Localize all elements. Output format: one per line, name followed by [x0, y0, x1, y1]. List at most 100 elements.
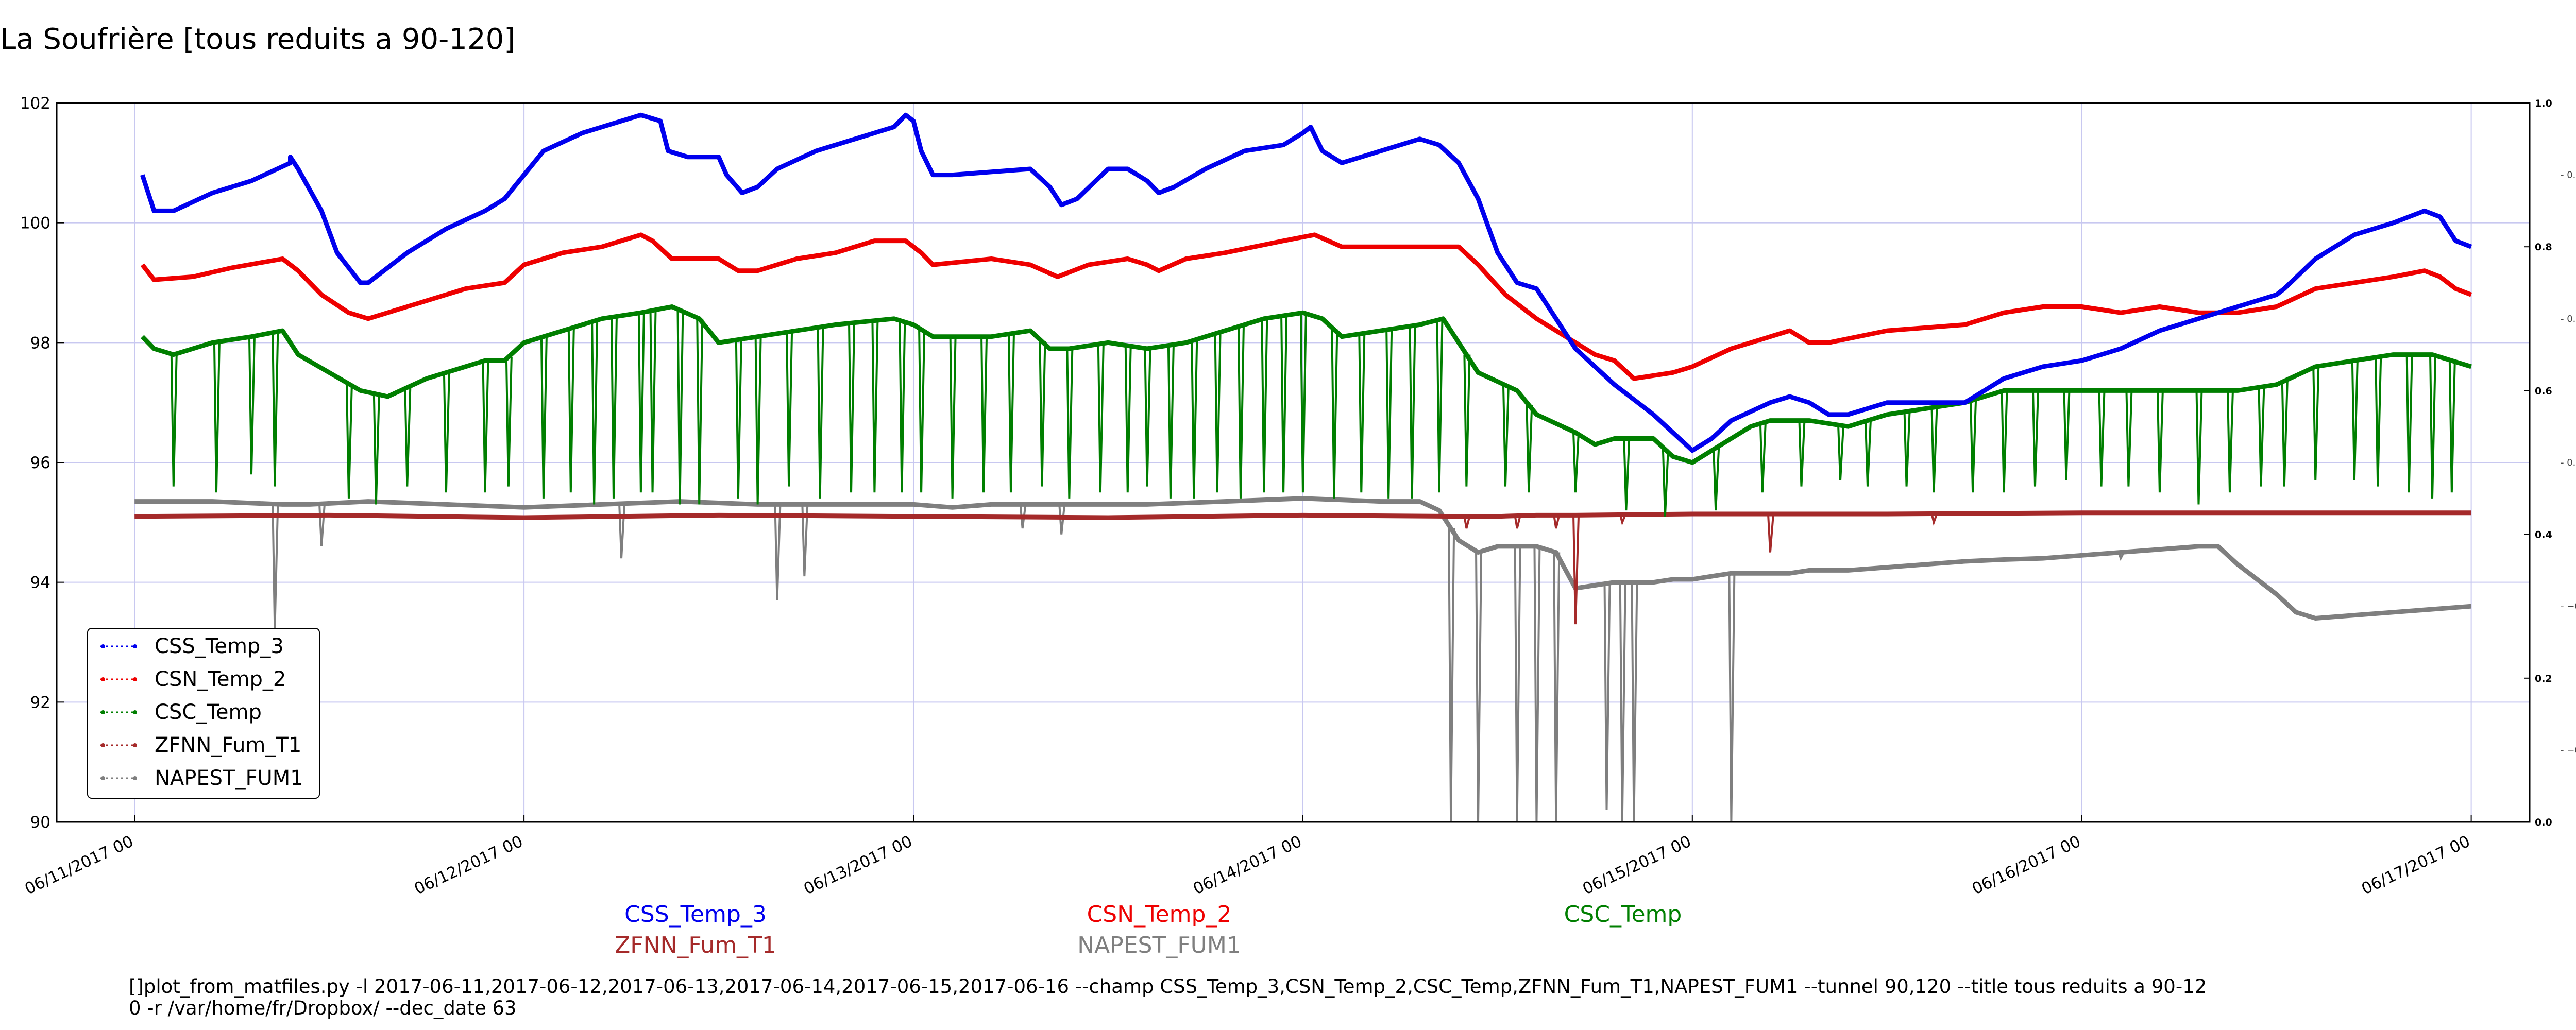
series-dip — [676, 310, 684, 505]
series-dip — [610, 317, 618, 499]
series-dip — [899, 321, 906, 493]
series-dip — [1553, 514, 1561, 529]
y-tick-label: 94 — [30, 574, 50, 592]
series-dip — [637, 313, 645, 493]
series-dip — [213, 342, 221, 493]
series-dip — [1619, 514, 1626, 526]
series-dip — [170, 354, 178, 487]
series-layer — [134, 112, 2472, 822]
series-dip — [2125, 390, 2133, 487]
series-dip — [1713, 448, 1720, 511]
series-dip — [404, 387, 412, 487]
series-dip — [1167, 345, 1175, 499]
series-label-CSC_Temp: CSC_Temp — [1564, 901, 1682, 928]
series-CSC_Temp — [141, 304, 2472, 517]
series-dip — [1502, 385, 1510, 487]
series-dip — [1331, 329, 1338, 499]
series-dip — [2032, 390, 2039, 487]
y2-tick-label: 0.2 — [2535, 673, 2552, 684]
series-dip — [1572, 432, 1580, 493]
series-dip — [1409, 325, 1416, 499]
legend-marker — [133, 710, 137, 714]
series-dip — [1837, 425, 1845, 481]
x-tick-label: 06/11/2017 00 — [22, 832, 137, 899]
series-label-ZFNN_Fum_T1: ZFNN_Fum_T1 — [615, 932, 776, 958]
series-dip — [1144, 348, 1151, 487]
y-tick-label: 96 — [30, 454, 50, 472]
series-dip — [1058, 504, 1066, 535]
legend: CSS_Temp_3 CSN_Temp_2 CSC_Temp ZFNN_Fum_T1 N… — [87, 628, 320, 799]
series-dip — [1619, 582, 1626, 822]
series-dip — [696, 318, 704, 505]
series-label-NAPEST_FUM1: NAPEST_FUM1 — [1077, 932, 1241, 958]
series-dip — [1798, 420, 1806, 487]
series-dip — [801, 504, 809, 577]
series-dip — [2098, 390, 2106, 487]
series-dip — [272, 332, 279, 487]
y-axis: 90 92 94 96 98 100 102 — [20, 94, 64, 832]
series-dip — [1631, 582, 1638, 822]
legend-label: CSC_Temp — [155, 700, 262, 724]
y2-tick-label: 0.8 — [2535, 242, 2552, 253]
series-dip — [1903, 411, 1911, 487]
series-line — [140, 232, 2472, 381]
series-dip — [1237, 325, 1245, 499]
series-dip — [1514, 546, 1521, 822]
x-tick-label: 06/17/2017 00 — [2359, 832, 2473, 899]
series-dip — [2156, 390, 2164, 493]
series-dip — [2258, 387, 2265, 487]
y2-inner-tick-label: - 0.00 — [2561, 457, 2576, 468]
x-axis: 06/11/2017 00 06/12/2017 00 06/13/2017 00 0… — [22, 815, 2473, 899]
series-dip — [1214, 333, 1222, 493]
series-dip — [2281, 381, 2289, 487]
series-dip — [649, 310, 657, 493]
series-dip — [774, 504, 782, 600]
series-dip — [1261, 318, 1268, 493]
series-line — [134, 510, 2471, 520]
legend-marker — [101, 677, 105, 681]
series-dip — [1385, 329, 1393, 499]
legend-marker — [133, 776, 137, 780]
series-dip — [1759, 423, 1767, 493]
series-dip — [1039, 341, 1046, 487]
series-dip — [2405, 354, 2413, 493]
series-dip — [1358, 333, 1366, 493]
chart-title: La Soufrière [tous reduits a 90-120] — [0, 23, 515, 56]
series-dip — [1097, 344, 1105, 493]
series-dip — [1514, 516, 1521, 529]
series-dip — [318, 504, 326, 547]
series-dip — [786, 332, 793, 487]
series-dip — [248, 336, 256, 475]
series-dip — [1019, 504, 1027, 529]
y-tick-label: 92 — [30, 693, 50, 712]
series-ZFNN_Fum_T1 — [134, 510, 2471, 625]
y2-inner-tick-label: - 0.02 — [2561, 314, 2576, 324]
series-CSS_Temp_3 — [140, 112, 2472, 453]
bottom-series-labels: CSS_Temp_3 CSN_Temp_2 CSC_Temp ZFNN_Fum_T1 N… — [615, 901, 1682, 958]
legend-marker — [133, 743, 137, 747]
x-tick-label: 06/15/2017 00 — [1580, 832, 1694, 899]
series-label-CSS_Temp_3: CSS_Temp_3 — [624, 901, 767, 928]
series-dip — [1463, 516, 1471, 529]
legend-marker — [133, 677, 137, 681]
series-dip — [848, 323, 856, 493]
secondary-y-axis: 0.0 0.2 0.4 0.6 0.8 1.0 - −0.04 - −0.02 - 0.00 - … — [2524, 98, 2576, 828]
series-dip — [2226, 390, 2234, 493]
x-tick-label: 06/12/2017 00 — [412, 832, 526, 899]
series-dip — [1728, 573, 1736, 822]
y2-tick-label: 0.4 — [2535, 529, 2552, 541]
series-dip — [1448, 528, 1455, 822]
series-dip — [2351, 360, 2359, 480]
series-dip — [272, 504, 279, 630]
series-dip — [372, 393, 380, 505]
y2-inner-tick-label: - −0.04 — [2561, 745, 2576, 756]
series-dip — [482, 360, 489, 493]
series-dip — [871, 320, 879, 493]
series-dip — [540, 336, 548, 499]
command-line-1: []plot_from_matfiles.py -l 2017-06-11,20… — [129, 975, 2207, 998]
y2-tick-label: 1.0 — [2535, 98, 2552, 109]
series-dip — [1533, 546, 1541, 822]
series-dip — [1572, 515, 1580, 625]
x-tick-label: 06/16/2017 00 — [1969, 832, 2083, 899]
